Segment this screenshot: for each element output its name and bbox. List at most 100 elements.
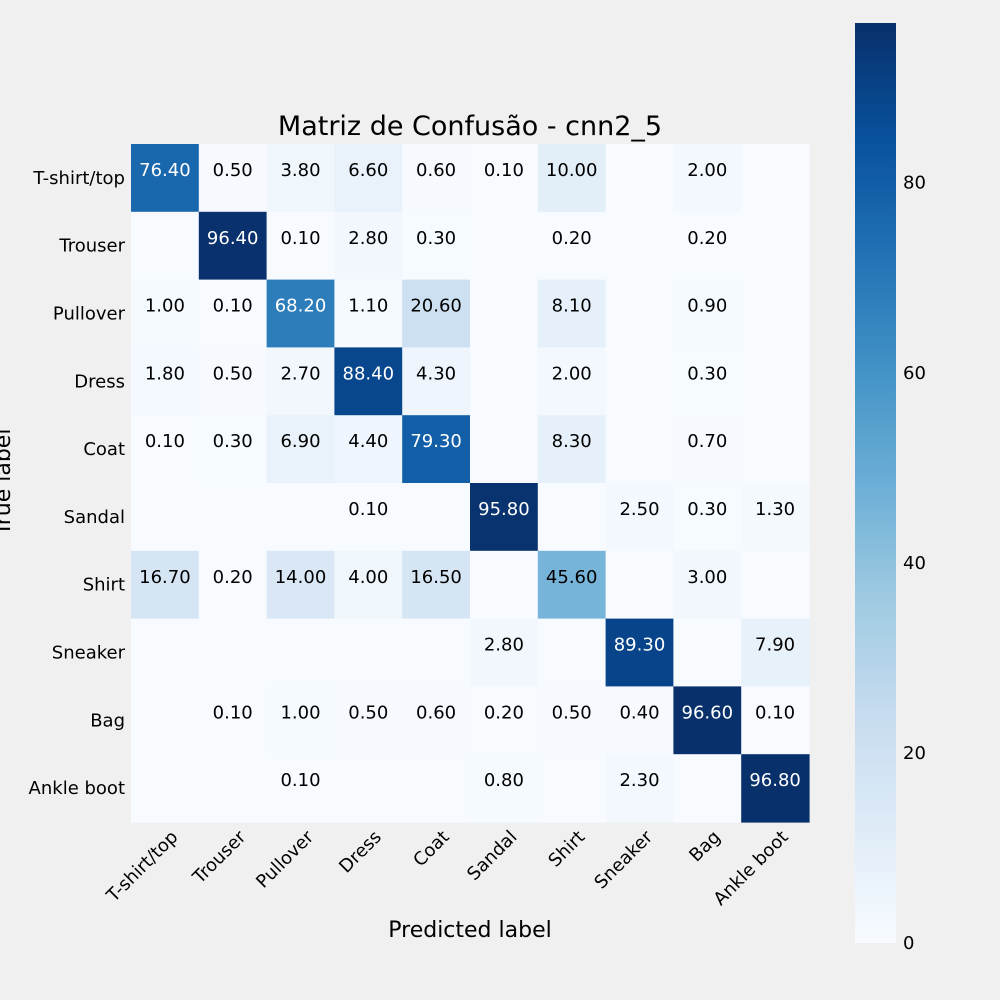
heatmap-cell [266,686,335,755]
heatmap-cell [402,279,471,348]
x-tick-label: Shirt [544,827,589,872]
heatmap-cell [198,144,268,213]
heatmap-cell [131,754,200,823]
heatmap-cell [605,279,674,348]
cell-value-label: 2.30 [619,770,659,791]
heatmap-cell [131,550,200,620]
cell-value-label: 8.10 [552,296,592,317]
colorbar-tick-label: 80 [903,173,926,194]
cell-value-label: 0.30 [687,363,727,384]
heatmap-cells [131,144,810,823]
heatmap-cell [605,144,674,213]
cell-value-label: 2.80 [484,635,524,656]
heatmap-cell [334,754,403,823]
y-axis-title: True label [0,429,16,537]
heatmap-cell [605,415,674,484]
cell-value-label: 0.30 [213,431,253,452]
heatmap-cell [741,550,810,620]
x-tick-label: Sandal [463,827,521,885]
heatmap-cell [402,618,471,687]
cell-value-label: 96.60 [682,702,734,723]
heatmap-cell [402,415,471,484]
heatmap-cell [334,279,403,348]
heatmap-cell [741,211,810,281]
heatmap-cell-labels: 76.40 0.50 3.80 6.60 0.60 0.10 10.00 2.00 96.40 0… [139,160,801,791]
heatmap-cell [537,211,607,281]
heatmap-cell [266,144,335,213]
heatmap-cell [334,347,403,416]
cell-value-label: 0.20 [552,228,592,249]
x-tick-label: Bag [685,827,724,866]
heatmap-cell [131,347,200,416]
colorbar-tick-label: 20 [903,743,926,764]
heatmap-cell [198,211,268,281]
heatmap-cell [334,415,403,484]
cell-value-label: 0.90 [687,296,727,317]
cell-value-label: 0.80 [484,770,524,791]
heatmap-cell [673,211,742,281]
heatmap-cell [537,550,607,620]
cell-value-label: 0.20 [213,567,253,588]
heatmap-cell [131,415,200,484]
cell-value-label: 1.30 [755,499,795,520]
cell-value-label: 0.10 [348,499,388,520]
heatmap-cell [131,483,200,552]
cell-value-label: 0.10 [755,702,795,723]
cell-value-label: 76.40 [139,160,191,181]
heatmap-cell [537,754,607,823]
cell-value-label: 4.00 [348,567,388,588]
heatmap-cell [198,279,268,348]
heatmap-cell [673,279,742,348]
heatmap-cell [198,483,268,552]
heatmap-cell [537,483,607,552]
heatmap-cell [198,415,268,484]
y-tick-label: Shirt [83,575,125,596]
heatmap-cell [673,347,742,416]
heatmap-cell [334,483,403,552]
cell-value-label: 0.30 [687,499,727,520]
cell-value-label: 0.10 [484,160,524,181]
colorbar-tick-labels: 0 20 40 60 80 [903,173,926,954]
heatmap-cell [334,211,403,281]
heatmap-cell [131,686,200,755]
cell-value-label: 0.50 [213,363,253,384]
cell-value-label: 4.40 [348,431,388,452]
heatmap-cell [402,754,471,823]
colorbar [855,23,896,943]
cell-value-label: 88.40 [343,363,395,384]
heatmap-cell [470,347,539,416]
heatmap-cell [266,279,335,348]
cell-value-label: 3.80 [280,160,320,181]
cell-value-label: 79.30 [410,431,462,452]
heatmap-cell [402,347,471,416]
cell-value-label: 0.50 [213,160,253,181]
y-tick-label: Trouser [58,236,125,257]
heatmap-cell [266,550,335,620]
heatmap-cell [741,279,810,348]
cell-value-label: 0.10 [213,702,253,723]
heatmap-cell [470,211,539,281]
heatmap-cell [741,144,810,213]
cell-value-label: 0.10 [213,296,253,317]
cell-value-label: 2.70 [280,363,320,384]
heatmap-cell [470,754,539,823]
heatmap-cell [741,347,810,416]
heatmap-cell [402,144,471,213]
x-tick-label: Coat [409,827,453,871]
x-tick-label: Dress [335,827,386,878]
heatmap-cell [537,686,607,755]
x-tick-label: Pullover [252,826,318,892]
colorbar-tick-label: 60 [903,363,926,384]
heatmap-cell [741,483,810,552]
heatmap-cell [605,618,674,687]
heatmap-cell [198,618,268,687]
cell-value-label: 2.00 [687,160,727,181]
cell-value-label: 0.10 [280,228,320,249]
cell-value-label: 0.10 [145,431,185,452]
heatmap-cell [334,550,403,620]
y-tick-label: Sandal [64,507,125,528]
cell-value-label: 14.00 [275,567,327,588]
heatmap-cell [605,483,674,552]
heatmap-cell [741,686,810,755]
heatmap-cell [131,211,200,281]
